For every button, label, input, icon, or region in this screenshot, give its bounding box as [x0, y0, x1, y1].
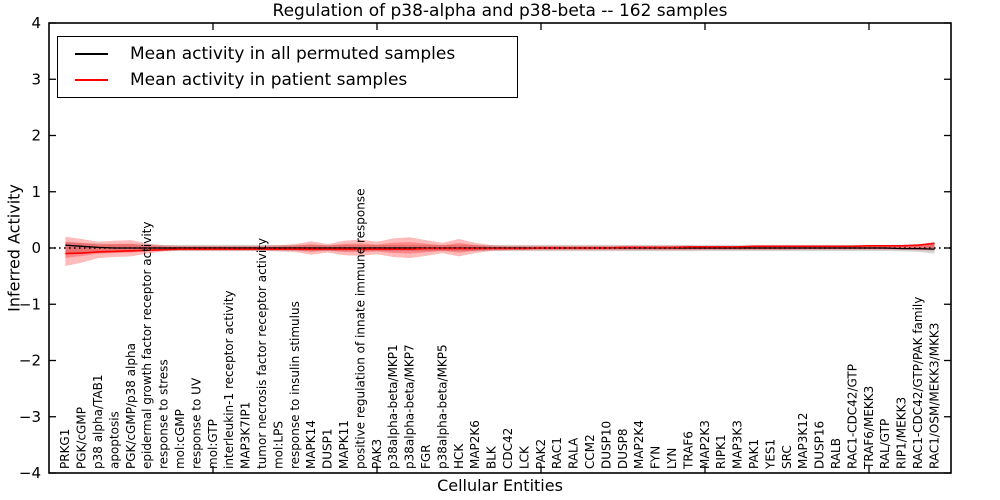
svg-text:TRAF6: TRAF6 — [681, 431, 695, 470]
svg-text:RIPK1: RIPK1 — [714, 434, 728, 469]
chart-title: Regulation of p38-alpha and p38-beta -- … — [272, 1, 728, 21]
svg-text:DUSP10: DUSP10 — [599, 421, 613, 469]
svg-text:MAPK11: MAPK11 — [337, 420, 351, 469]
svg-text:RAC1-CDC42/GTP: RAC1-CDC42/GTP — [845, 364, 859, 469]
svg-text:apoptosis: apoptosis — [107, 411, 121, 469]
legend: Mean activity in all permuted samples Me… — [57, 36, 518, 98]
x-tick-labels: PRKG1 PGK/cGMP p38 alpha/TAB1 apoptosis PGK/… — [58, 189, 941, 470]
svg-text:MAP2K6: MAP2K6 — [468, 420, 482, 469]
svg-text:PGK/cGMP/p38 alpha: PGK/cGMP/p38 alpha — [124, 343, 138, 469]
svg-text:p38 alpha/TAB1: p38 alpha/TAB1 — [91, 375, 105, 469]
svg-text:mol:LPS: mol:LPS — [271, 421, 285, 469]
svg-text:p38alpha-beta/MKP5: p38alpha-beta/MKP5 — [435, 344, 449, 469]
svg-text:FYN: FYN — [649, 446, 663, 469]
svg-text:SRC: SRC — [780, 445, 794, 469]
svg-text:CDC42: CDC42 — [501, 428, 515, 469]
legend-item-permuted: Mean activity in all permuted samples — [75, 44, 517, 64]
svg-text:CCM2: CCM2 — [583, 434, 597, 469]
svg-text:p38alpha-beta/MKP1: p38alpha-beta/MKP1 — [386, 344, 400, 469]
svg-text:YES1: YES1 — [763, 439, 777, 470]
legend-item-patient: Mean activity in patient samples — [75, 70, 517, 90]
svg-text:FGR: FGR — [419, 444, 433, 469]
svg-text:−3: −3 — [19, 408, 41, 426]
svg-text:2: 2 — [31, 127, 41, 145]
svg-text:−1: −1 — [19, 295, 41, 313]
svg-text:LCK: LCK — [517, 445, 531, 469]
svg-text:PGK/cGMP: PGK/cGMP — [75, 407, 89, 469]
permuted-line-sample — [75, 52, 108, 55]
svg-text:MAP3K7IP1: MAP3K7IP1 — [239, 402, 253, 469]
svg-text:−2: −2 — [19, 352, 41, 370]
svg-text:MAPK14: MAPK14 — [304, 420, 318, 469]
svg-text:PAK1: PAK1 — [747, 439, 761, 469]
svg-text:RAC1: RAC1 — [550, 437, 564, 469]
svg-text:3: 3 — [31, 70, 41, 88]
svg-text:DUSP1: DUSP1 — [321, 428, 335, 469]
svg-text:1: 1 — [31, 183, 41, 201]
svg-text:PRKG1: PRKG1 — [58, 429, 72, 469]
legend-label-patient: Mean activity in patient samples — [130, 70, 408, 91]
svg-text:BLK: BLK — [485, 445, 499, 469]
svg-text:4: 4 — [31, 14, 41, 32]
x-axis-title: Cellular Entities — [437, 476, 563, 495]
svg-text:response to insulin stimulus: response to insulin stimulus — [288, 301, 302, 469]
svg-text:response to UV: response to UV — [189, 377, 203, 469]
y-axis-title: Inferred Activity — [4, 184, 24, 312]
svg-text:RAC1-CDC42/GTP/PAK family: RAC1-CDC42/GTP/PAK family — [911, 297, 925, 469]
svg-text:LYN: LYN — [665, 448, 679, 469]
legend-label-permuted: Mean activity in all permuted samples — [130, 43, 456, 64]
svg-text:DUSP16: DUSP16 — [813, 421, 827, 469]
y-tick-labels: −4 −3 −2 −1 0 1 2 3 4 — [19, 14, 41, 482]
svg-text:0: 0 — [31, 239, 41, 257]
svg-text:epidermal growth factor recept: epidermal growth factor receptor activit… — [140, 222, 154, 469]
svg-text:DUSP8: DUSP8 — [616, 428, 630, 469]
svg-text:MAP3K12: MAP3K12 — [796, 412, 810, 469]
svg-text:PAK3: PAK3 — [370, 439, 384, 469]
patient-line-sample — [75, 79, 108, 82]
svg-text:positive regulation of innate: positive regulation of innate immune res… — [353, 189, 367, 469]
svg-text:RIP1/MEKK3: RIP1/MEKK3 — [895, 397, 909, 469]
svg-text:RALB: RALB — [829, 438, 843, 469]
svg-text:p38alpha-beta/MKP7: p38alpha-beta/MKP7 — [403, 344, 417, 469]
svg-text:response to stress: response to stress — [157, 359, 171, 469]
svg-text:HCK: HCK — [452, 443, 466, 469]
svg-text:MAP3K3: MAP3K3 — [731, 420, 745, 469]
svg-text:interleukin-1 receptor activit: interleukin-1 receptor activity — [222, 290, 236, 469]
bands — [65, 236, 935, 266]
svg-text:TRAF6/MEKK3: TRAF6/MEKK3 — [862, 386, 876, 470]
svg-text:RAL/GTP: RAL/GTP — [878, 419, 892, 469]
svg-text:MAP2K4: MAP2K4 — [632, 420, 646, 469]
svg-text:tumor necrosis factor receptor: tumor necrosis factor receptor activity — [255, 238, 269, 469]
svg-text:mol:cGMP: mol:cGMP — [173, 409, 187, 469]
svg-text:RALA: RALA — [567, 437, 581, 469]
svg-text:mol:GTP: mol:GTP — [206, 419, 220, 469]
ticks — [49, 22, 951, 474]
svg-text:RAC1/OSM/MEKK3/MKK3: RAC1/OSM/MEKK3/MKK3 — [927, 323, 941, 469]
svg-text:MAP2K3: MAP2K3 — [698, 420, 712, 469]
svg-text:−4: −4 — [19, 464, 41, 482]
svg-text:PAK2: PAK2 — [534, 439, 548, 469]
